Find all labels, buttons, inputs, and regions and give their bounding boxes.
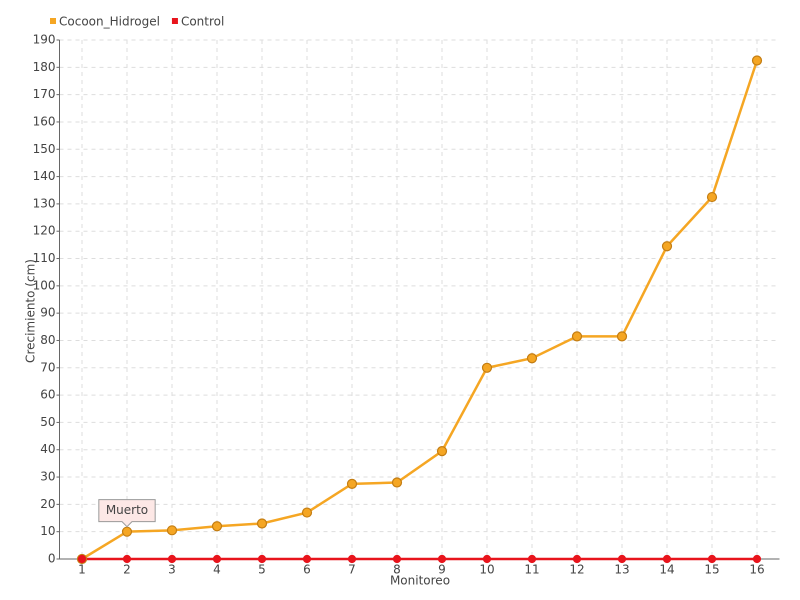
- y-tick-label: 70: [40, 360, 55, 374]
- x-tick-label: 15: [704, 563, 719, 577]
- data-point: [122, 554, 132, 564]
- series-line: [81, 60, 759, 561]
- y-tick-label: 50: [40, 415, 55, 429]
- data-point: [526, 353, 538, 364]
- x-tick-label: 11: [524, 563, 539, 577]
- data-point: [257, 554, 267, 564]
- y-tick-label: 190: [33, 33, 56, 47]
- data-point: [482, 554, 492, 564]
- y-axis-label: Crecimiento (cm): [24, 259, 38, 363]
- y-tick-label: 150: [33, 142, 56, 156]
- data-point: [436, 446, 448, 457]
- legend-label: Cocoon_Hidrogel: [59, 15, 160, 29]
- data-point: [211, 521, 223, 532]
- data-point: [77, 554, 87, 564]
- x-tick-label: 9: [438, 563, 446, 577]
- y-tick-label: 30: [40, 470, 55, 484]
- annotation-text: Muerto: [106, 503, 148, 517]
- data-point: [391, 477, 403, 488]
- data-point: [302, 554, 312, 564]
- data-point: [572, 554, 582, 564]
- data-point: [616, 331, 628, 342]
- x-tick-label: 14: [659, 563, 674, 577]
- data-point: [121, 526, 133, 537]
- x-tick-label: 1: [78, 563, 86, 577]
- data-point: [661, 241, 673, 252]
- x-tick-label: 3: [168, 563, 176, 577]
- x-tick-label: 10: [479, 563, 494, 577]
- y-tick-label: 20: [40, 497, 55, 511]
- y-tick-label: 10: [40, 524, 55, 538]
- y-tick-label: 60: [40, 388, 55, 402]
- x-tick-label: 13: [614, 563, 629, 577]
- legend-swatch: [50, 18, 56, 24]
- data-point: [752, 554, 762, 564]
- data-point: [167, 554, 177, 564]
- data-point: [347, 554, 357, 564]
- y-tick-label: 90: [40, 306, 55, 320]
- annotation-box: [98, 499, 156, 528]
- x-tick-label: 7: [348, 563, 356, 577]
- x-tick-label: 4: [213, 563, 221, 577]
- y-tick-label: 0: [48, 552, 56, 566]
- annotation: Muerto: [98, 499, 156, 528]
- x-tick-label: 8: [393, 563, 401, 577]
- y-tick-label: 180: [33, 60, 56, 74]
- y-tick-label: 140: [33, 169, 56, 183]
- data-point: [212, 554, 222, 564]
- y-tick-label: 170: [33, 87, 56, 101]
- y-tick-label: 80: [40, 333, 55, 347]
- data-point: [706, 191, 718, 203]
- y-tick-label: 40: [40, 442, 55, 456]
- x-tick-label: 6: [303, 563, 311, 577]
- data-point: [256, 518, 268, 529]
- y-tick-label: 100: [33, 278, 56, 292]
- legend-label: Control: [181, 15, 224, 29]
- y-tick-label: 120: [33, 224, 56, 238]
- data-point: [392, 554, 402, 564]
- data-point: [301, 507, 313, 518]
- y-tick-label: 110: [33, 251, 56, 265]
- data-point: [481, 362, 493, 373]
- data-point: [617, 554, 627, 564]
- x-tick-label: 16: [749, 563, 764, 577]
- x-tick-label: 2: [123, 563, 131, 577]
- data-point: [346, 478, 358, 489]
- data-point: [707, 554, 717, 564]
- data-point: [437, 554, 447, 564]
- data-point: [166, 525, 178, 536]
- y-tick-label: 160: [33, 114, 56, 128]
- y-tick-label: 130: [33, 196, 56, 210]
- x-tick-label: 12: [569, 563, 584, 577]
- data-point: [662, 554, 672, 564]
- data-point: [527, 554, 537, 564]
- data-point: [751, 55, 763, 66]
- x-axis-label: Monitoreo: [390, 574, 450, 588]
- data-point: [571, 331, 583, 342]
- legend-swatch: [171, 18, 178, 24]
- x-tick-label: 5: [258, 563, 266, 577]
